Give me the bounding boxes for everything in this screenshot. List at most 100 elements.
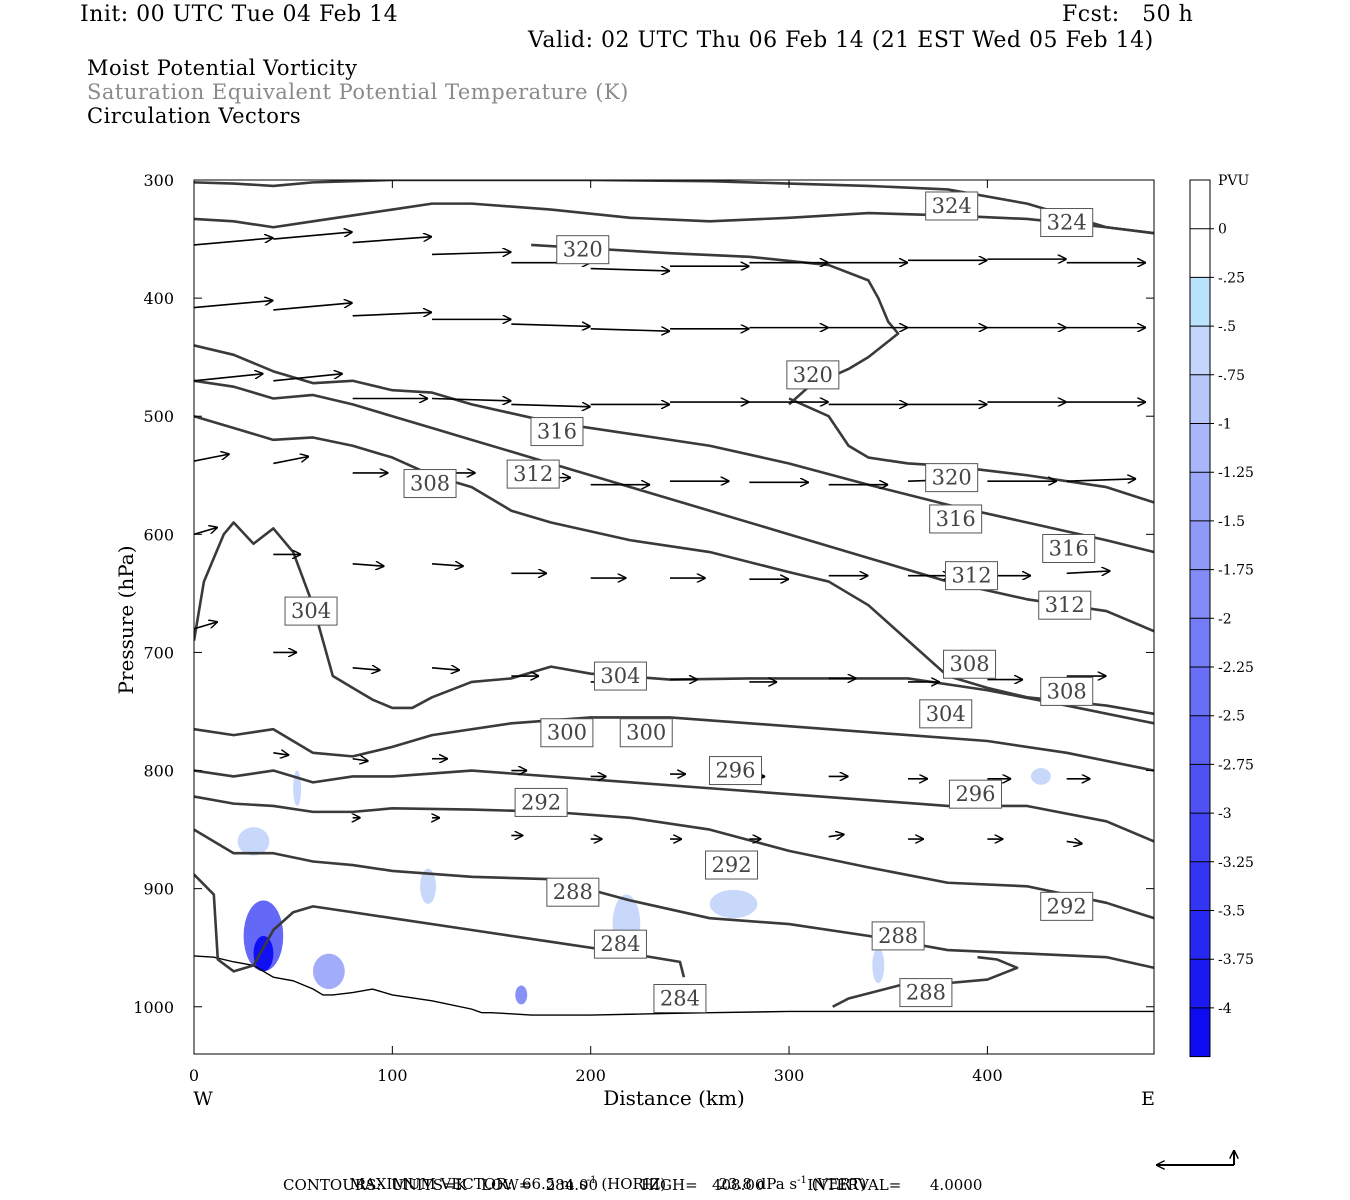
x-axis-west-label: W	[193, 1088, 213, 1110]
contour-label-292: 292	[1040, 891, 1094, 921]
contour-label-text: 296	[715, 759, 755, 783]
footer-contours: CONTOURS: UNITS=K LOW= 284.00 HIGH= 408.…	[283, 1176, 983, 1194]
contour-label-304: 304	[919, 699, 973, 729]
pv-shading-patch	[313, 953, 345, 990]
circulation-vector	[511, 404, 590, 406]
circulation-vector	[273, 232, 352, 240]
contour-288k	[832, 955, 1019, 1008]
contour-label-text: 320	[793, 363, 833, 387]
circulation-vector	[194, 527, 218, 536]
contour-label-box	[1040, 891, 1094, 921]
contour-label-text: 308	[949, 652, 989, 676]
contour-label-304: 304	[593, 661, 647, 691]
contour-label-312: 312	[506, 459, 560, 489]
circulation-vector	[431, 564, 464, 566]
contour-label-292: 292	[514, 787, 568, 817]
contour-label-box	[943, 649, 997, 679]
colorbar-label: -3.75	[1218, 952, 1254, 968]
colorbar-swatch	[1190, 326, 1210, 375]
contour-label-box	[871, 921, 925, 951]
circulation-vector	[590, 329, 670, 331]
circulation-vector	[194, 622, 218, 630]
contour-label-324: 324	[925, 191, 979, 221]
colorbar-label: -3	[1218, 806, 1232, 822]
colorbar-label: -.75	[1218, 368, 1245, 384]
contour-label-box	[653, 983, 707, 1013]
contour-label-box	[619, 718, 673, 748]
colorbar-swatch	[1190, 618, 1210, 667]
contour-label-box	[593, 661, 647, 691]
max-horiz-exponent: -1	[586, 1175, 597, 1186]
contour-label-box	[284, 596, 338, 626]
contour-label-box	[948, 779, 1002, 809]
y-tick-label: 500	[143, 407, 174, 426]
contour-label-296: 296	[948, 779, 1002, 809]
x-axis-label: Distance (km)	[603, 1086, 745, 1110]
contour-label-296: 296	[708, 756, 762, 786]
colorbar-label: -2.25	[1218, 660, 1254, 676]
contour-label-box	[708, 756, 762, 786]
circulation-vector	[511, 324, 590, 326]
x-tick-label: 100	[377, 1066, 408, 1085]
contour-label-316: 316	[1042, 533, 1096, 563]
contour-320k	[531, 243, 900, 406]
contour-label-box	[530, 417, 584, 447]
colorbar-swatch	[1190, 374, 1210, 424]
x-tick-label: 200	[575, 1066, 606, 1085]
max-vert-value: 23.8 dPa s	[718, 1175, 798, 1193]
contour-label-text: 292	[521, 790, 561, 814]
contour-label-text: 316	[1049, 536, 1089, 560]
contour-label-text: 300	[626, 721, 666, 745]
contour-label-box	[506, 459, 560, 489]
max-vector-label: MAXIMUM VECTOR:	[349, 1175, 513, 1193]
circulation-vector	[1066, 479, 1136, 481]
circulation-vector	[590, 269, 670, 271]
circulation-vector	[431, 668, 460, 670]
contour-316k	[194, 344, 1154, 554]
x-tick-label: 400	[972, 1066, 1003, 1085]
contour-label-box	[919, 699, 973, 729]
circulation-vector	[273, 374, 342, 382]
contour-label-box	[1042, 533, 1096, 563]
contour-label-288: 288	[899, 978, 953, 1008]
contour-label-text: 320	[932, 466, 972, 490]
circulation-vector	[352, 759, 369, 761]
circulation-vector	[431, 399, 511, 401]
contour-label-312: 312	[1038, 590, 1092, 620]
contour-label-text: 312	[951, 564, 991, 588]
y-tick-label: 800	[143, 762, 174, 781]
colorbar-label: -2	[1218, 611, 1232, 627]
contour-label-text: 308	[410, 472, 450, 496]
colorbar-swatch	[1190, 667, 1210, 716]
circulation-vector	[352, 237, 432, 244]
circulation-vector	[1066, 841, 1083, 843]
contour-label-box	[925, 191, 979, 221]
y-tick-label: 600	[143, 525, 174, 544]
colorbar-swatch	[1190, 423, 1210, 473]
contour-304k	[194, 521, 1154, 725]
contour-label-text: 308	[1047, 679, 1087, 703]
contour-label-box	[1040, 676, 1094, 706]
contour-label-text: 304	[600, 664, 640, 688]
contour-300k	[194, 716, 1154, 772]
colorbar-swatch	[1190, 228, 1210, 278]
circulation-vector	[1066, 571, 1111, 573]
circulation-vector	[352, 564, 385, 566]
colorbar-swatch	[1190, 1007, 1210, 1057]
colorbar-label: -2.5	[1218, 709, 1245, 725]
colorbar-swatch	[1190, 813, 1210, 862]
contour-label-box	[929, 504, 983, 534]
colorbar-title: PVU	[1218, 173, 1250, 189]
contour-label-324: 324	[1040, 208, 1094, 238]
pv-shading-patch	[872, 947, 885, 984]
colorbar-label: -1.5	[1218, 514, 1245, 530]
y-tick-label: 900	[143, 880, 174, 899]
max-vert-exponent: -1	[797, 1175, 807, 1186]
x-axis-east-label: E	[1141, 1088, 1155, 1110]
contour-label-288: 288	[871, 921, 925, 951]
circulation-vector	[194, 300, 273, 309]
contour-label-text: 324	[1047, 211, 1087, 235]
contour-label-box	[1040, 208, 1094, 238]
max-vert-unit: (VERT)	[811, 1175, 867, 1193]
y-tick-label: 400	[143, 289, 174, 308]
